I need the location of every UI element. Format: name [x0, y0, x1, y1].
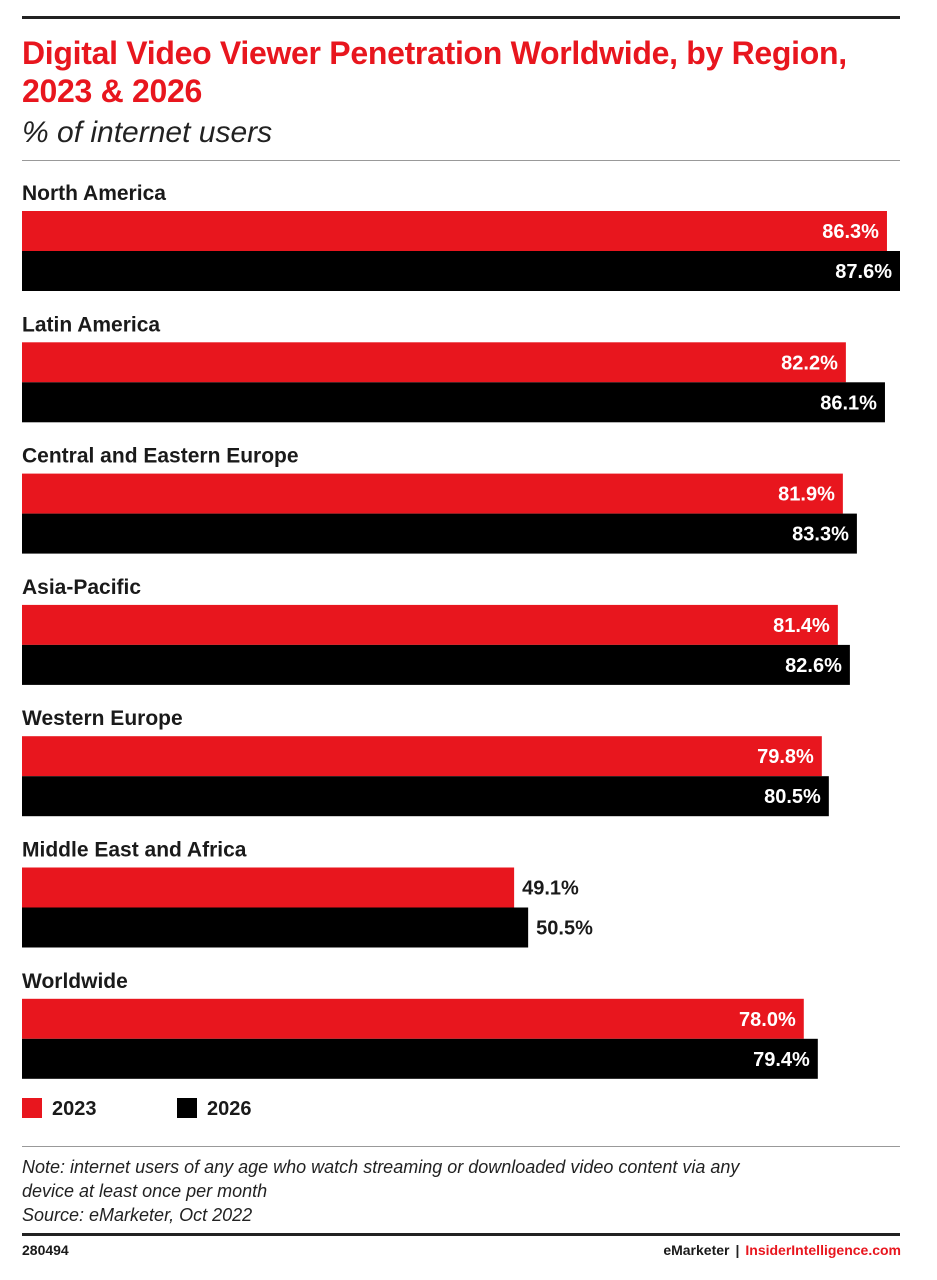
bar-worldwide-2023: [22, 998, 804, 1039]
category-label-asia-pacific: Asia-Pacific: [22, 576, 141, 599]
bar-chart: North America 86.3% 87.6% Latin America 82.2…: [22, 182, 900, 1079]
legend-swatch-2023: [22, 1098, 42, 1118]
legend-label-2023: 2023: [52, 1098, 97, 1120]
brand-name: eMarketer: [663, 1242, 730, 1258]
data-label-asia-pacific-2026: 82.6%: [785, 655, 842, 677]
bar-latin-america-2026: [22, 382, 885, 423]
legend-item-2026: 2026: [177, 1098, 252, 1121]
data-label-middle-east-and-africa-2023: 49.1%: [522, 878, 579, 900]
data-label-worldwide-2026: 79.4%: [753, 1049, 810, 1071]
bar-middle-east-and-africa-2026: [22, 907, 529, 948]
note-line-1: Note: internet users of any age who watc…: [22, 1157, 740, 1177]
bar-worldwide-2026: [22, 1038, 818, 1079]
legend-label-2026: 2026: [207, 1098, 252, 1120]
bar-asia-pacific-2023: [22, 604, 838, 645]
chart-subtitle: % of internet users: [22, 116, 273, 149]
bar-latin-america-2023: [22, 342, 846, 383]
category-label-western-europe: Western Europe: [22, 707, 183, 730]
data-label-latin-america-2023: 82.2%: [781, 352, 838, 374]
bar-western-europe-2026: [22, 776, 829, 817]
brand-site: InsiderIntelligence.com: [745, 1242, 901, 1258]
data-label-central-and-eastern-europe-2026: 83.3%: [792, 524, 849, 546]
legend-item-2023: 2023: [22, 1098, 97, 1121]
brand-separator: |: [735, 1242, 740, 1258]
bar-central-and-eastern-europe-2026: [22, 513, 857, 554]
data-label-north-america-2023: 86.3%: [822, 221, 879, 243]
chart-id: 280494: [22, 1242, 69, 1258]
category-label-central-and-eastern-europe: Central and Eastern Europe: [22, 445, 299, 468]
data-label-north-america-2026: 87.6%: [835, 261, 892, 283]
data-label-worldwide-2023: 78.0%: [739, 1009, 796, 1031]
data-label-middle-east-and-africa-2026: 50.5%: [536, 918, 593, 940]
chart-title: Digital Video Viewer Penetration Worldwi…: [22, 35, 847, 109]
title-divider: [22, 160, 900, 161]
notes: Note: internet users of any age who watc…: [22, 1155, 902, 1227]
source-line: Source: eMarketer, Oct 2022: [22, 1205, 253, 1225]
data-label-western-europe-2023: 79.8%: [757, 746, 814, 768]
category-label-latin-america: Latin America: [22, 313, 160, 336]
footer-brand: eMarketer | InsiderIntelligence.com: [663, 1242, 901, 1258]
footer-rule: [22, 1233, 900, 1236]
bar-central-and-eastern-europe-2023: [22, 473, 843, 514]
top-rule: [22, 16, 900, 19]
bar-middle-east-and-africa-2023: [22, 867, 515, 908]
bar-asia-pacific-2026: [22, 644, 850, 685]
category-label-middle-east-and-africa: Middle East and Africa: [22, 839, 247, 862]
note-line-2: device at least once per month: [22, 1181, 268, 1201]
data-label-central-and-eastern-europe-2023: 81.9%: [778, 484, 835, 506]
data-label-western-europe-2026: 80.5%: [764, 786, 821, 808]
legend-swatch-2026: [177, 1098, 197, 1118]
bar-north-america-2023: [22, 211, 887, 251]
bar-western-europe-2023: [22, 736, 822, 777]
category-label-worldwide: Worldwide: [22, 970, 128, 993]
category-label-north-america: North America: [22, 182, 166, 205]
notes-divider: [22, 1146, 900, 1147]
data-label-asia-pacific-2023: 81.4%: [773, 615, 830, 637]
data-label-latin-america-2026: 86.1%: [820, 392, 877, 414]
bar-north-america-2026: [22, 251, 900, 291]
